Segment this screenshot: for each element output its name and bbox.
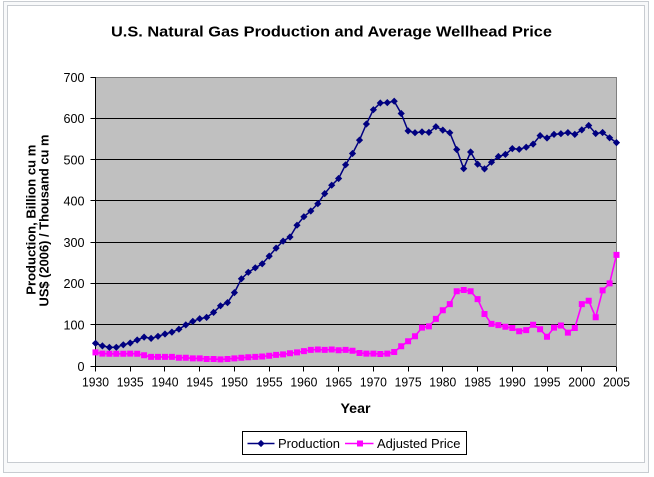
svg-text:1965: 1965 [325, 375, 352, 390]
svg-text:500: 500 [64, 152, 85, 167]
svg-text:US$ (2006) / Thousand cu m: US$ (2006) / Thousand cu m [37, 135, 52, 307]
svg-text:Year: Year [341, 400, 372, 416]
svg-text:600: 600 [64, 111, 85, 126]
svg-text:300: 300 [64, 235, 85, 250]
svg-text:1940: 1940 [152, 375, 179, 390]
svg-text:1945: 1945 [186, 375, 213, 390]
svg-text:Production: Production [278, 436, 340, 451]
svg-text:Production, Billion cu m: Production, Billion cu m [24, 145, 39, 295]
svg-text:1985: 1985 [464, 375, 491, 390]
svg-text:1935: 1935 [117, 375, 144, 390]
svg-text:1930: 1930 [82, 375, 109, 390]
svg-text:1970: 1970 [360, 375, 387, 390]
svg-text:1990: 1990 [499, 375, 526, 390]
svg-text:700: 700 [64, 70, 85, 85]
svg-text:1955: 1955 [256, 375, 283, 390]
svg-text:1950: 1950 [221, 375, 248, 390]
svg-text:100: 100 [64, 318, 85, 333]
svg-text:U.S. Natural Gas Production an: U.S. Natural Gas Production and Average … [111, 24, 552, 41]
svg-text:1960: 1960 [290, 375, 317, 390]
svg-text:Adjusted Price: Adjusted Price [377, 436, 461, 451]
svg-text:1975: 1975 [395, 375, 422, 390]
svg-text:2000: 2000 [568, 375, 595, 390]
svg-text:200: 200 [64, 276, 85, 291]
svg-text:0: 0 [78, 359, 85, 374]
svg-text:1995: 1995 [534, 375, 561, 390]
svg-text:2005: 2005 [603, 375, 630, 390]
svg-text:400: 400 [64, 194, 85, 209]
svg-text:1980: 1980 [429, 375, 456, 390]
